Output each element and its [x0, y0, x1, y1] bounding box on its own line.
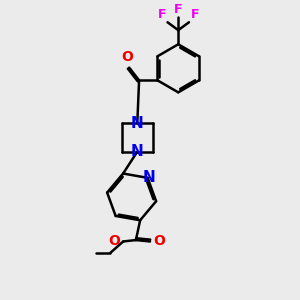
Text: F: F [190, 8, 199, 21]
Text: O: O [109, 235, 120, 248]
Text: F: F [174, 3, 182, 16]
Text: O: O [121, 50, 133, 64]
Text: N: N [131, 116, 144, 131]
Text: N: N [143, 170, 155, 185]
Text: N: N [131, 144, 144, 159]
Text: F: F [158, 8, 166, 21]
Text: O: O [153, 235, 165, 248]
